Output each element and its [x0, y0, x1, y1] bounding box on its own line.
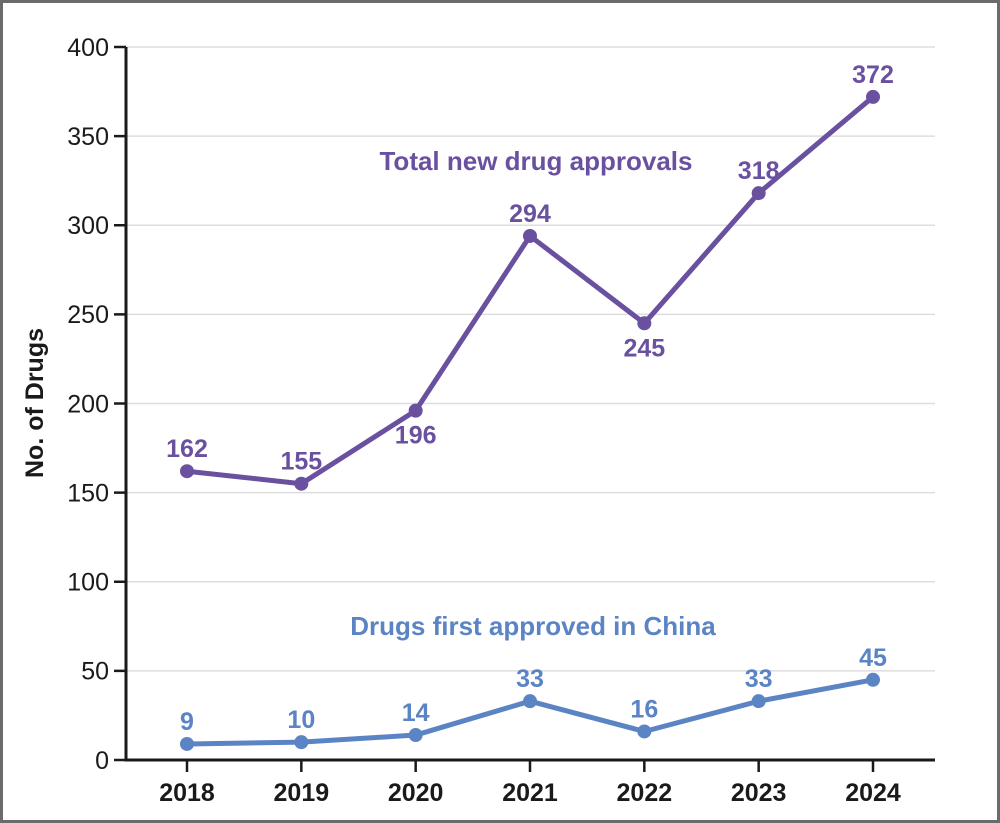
x-tick-label: 2021 — [502, 779, 558, 807]
data-point-label: 196 — [395, 422, 437, 450]
y-tick-label: 350 — [67, 123, 109, 151]
gridlines — [126, 46, 935, 672]
y-tick-label: 100 — [67, 569, 109, 597]
data-point-label: 245 — [623, 334, 665, 362]
y-tick-label: 0 — [95, 747, 109, 775]
data-point — [637, 316, 652, 331]
axes: 0 50 100 150 200 250 300 350 400 2018 2019 2020 2021… — [67, 34, 935, 807]
data-point — [751, 694, 766, 709]
data-point — [866, 89, 880, 104]
data-point — [294, 735, 309, 750]
x-tick-label: 2024 — [845, 779, 901, 807]
data-point-label: 14 — [402, 699, 430, 727]
data-point — [408, 728, 423, 743]
data-point-label: 372 — [852, 61, 894, 89]
data-point — [408, 403, 423, 418]
data-point-label: 10 — [287, 706, 315, 734]
data-point — [180, 736, 194, 751]
data-series: 162 155 196 294 245 318 372 9 10 14 33 16 33 45 — [166, 61, 894, 751]
data-point-label: 294 — [509, 200, 551, 228]
x-tick-label: 2020 — [388, 779, 444, 807]
data-point-label: 33 — [745, 665, 773, 693]
x-tick-label: 2018 — [159, 779, 215, 807]
y-tick-label: 300 — [67, 212, 109, 240]
y-tick-label: 200 — [67, 390, 109, 418]
data-point-label: 155 — [280, 448, 322, 476]
y-tick-label: 150 — [67, 479, 109, 507]
data-point — [637, 724, 652, 739]
drug-approvals-line-chart: 0 50 100 150 200 250 300 350 400 2018 2019 2020 2021… — [21, 34, 935, 807]
data-point-label: 45 — [859, 644, 887, 672]
data-point — [751, 186, 766, 201]
series-annotations: Total new drug approvals Drugs first appr… — [350, 146, 716, 641]
series-annotation-label: Drugs first approved in China — [350, 611, 716, 641]
y-tick-label: 50 — [81, 658, 109, 686]
x-tick-label: 2023 — [731, 779, 787, 807]
data-point — [180, 464, 194, 479]
data-point — [523, 694, 537, 709]
data-point-label: 162 — [166, 435, 208, 463]
data-point — [866, 672, 880, 687]
y-tick-label: 400 — [67, 34, 109, 62]
data-point-label: 9 — [180, 708, 194, 736]
y-axis-title: No. of Drugs — [21, 328, 49, 478]
x-tick-label: 2022 — [617, 779, 673, 807]
data-point-label: 318 — [738, 157, 780, 185]
data-point-label: 33 — [516, 665, 544, 693]
series-annotation-label: Total new drug approvals — [379, 146, 692, 176]
data-point — [294, 476, 309, 491]
data-point — [523, 228, 537, 243]
data-point-label: 16 — [630, 695, 658, 723]
x-tick-label: 2019 — [274, 779, 330, 807]
y-tick-label: 250 — [67, 301, 109, 329]
